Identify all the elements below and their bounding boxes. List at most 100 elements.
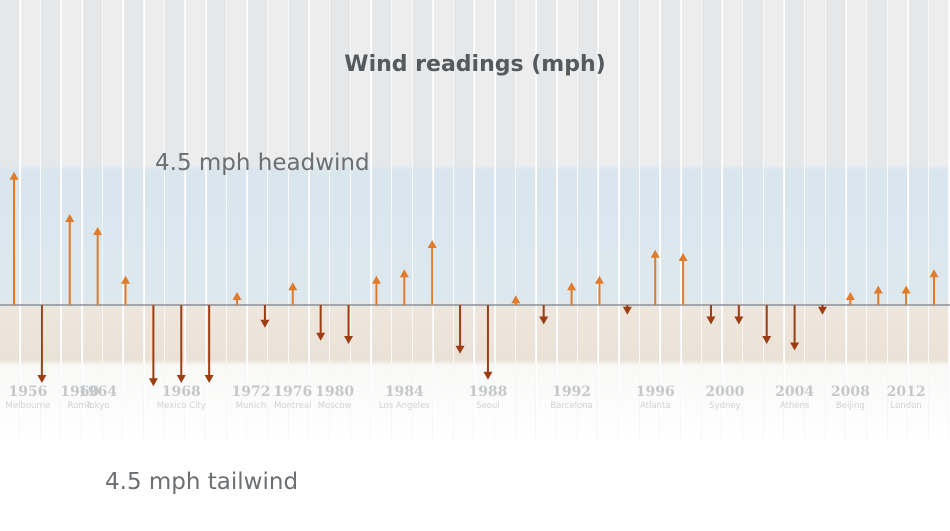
- photo-strip: [351, 0, 372, 440]
- photo-strip: [413, 0, 434, 440]
- photo-strip: [826, 0, 847, 440]
- photo-strip: [41, 0, 62, 440]
- photo-strip: [227, 0, 248, 440]
- game-year-label: 1988: [468, 384, 508, 400]
- photo-strip: [392, 0, 413, 440]
- photo-strip: [185, 0, 206, 440]
- chart-title: Wind readings (mph): [344, 52, 606, 77]
- headwind-reference-label: 4.5 mph headwind: [155, 150, 370, 176]
- photo-strip: [516, 0, 537, 440]
- tailwind-arrow: [817, 305, 827, 315]
- headwind-arrow: [232, 292, 242, 305]
- game-year-label: 2004: [775, 384, 815, 400]
- game-year-label: 2012: [886, 384, 926, 400]
- photo-strip: [640, 0, 661, 440]
- tailwind-arrow: [260, 305, 270, 328]
- game-city-label: Mexico City: [156, 401, 206, 411]
- game-city-label: Sydney: [709, 401, 741, 411]
- photo-strip: [867, 0, 888, 440]
- headwind-arrow: [873, 285, 883, 305]
- game-city-label: Barcelona: [550, 401, 593, 411]
- photo-strip: [20, 0, 41, 440]
- headwind-arrow: [65, 214, 75, 305]
- photo-strip: [536, 0, 558, 440]
- headwind-arrow: [121, 275, 131, 305]
- game-year-label: 1992: [552, 384, 592, 400]
- headwind-arrow: [901, 285, 911, 305]
- tailwind-arrow: [176, 305, 186, 383]
- game-year-label: 1980: [315, 384, 355, 400]
- tailwind-arrow: [622, 305, 632, 315]
- headwind-arrow: [594, 275, 604, 305]
- photo-strip: [289, 0, 310, 440]
- game-city-label: Tokyo: [85, 401, 110, 411]
- photo-strip: [82, 0, 103, 440]
- photo-strip: [0, 0, 21, 440]
- tailwind-arrow: [762, 305, 772, 344]
- photo-strip: [330, 0, 351, 440]
- photo-strip: [123, 0, 145, 440]
- tailwind-arrow: [37, 305, 47, 383]
- tailwind-arrow: [706, 305, 716, 325]
- tailwind-arrow: [316, 305, 326, 341]
- game-city-label: Seoul: [476, 401, 500, 411]
- photo-strip: [268, 0, 289, 440]
- game-city-label: Munich: [235, 401, 267, 411]
- game-city-label: Moscow: [317, 401, 352, 411]
- game-city-label: Beijing: [835, 401, 865, 411]
- photo-strip: [206, 0, 227, 440]
- game-year-label: 1960: [60, 384, 100, 400]
- game-city-label: Los Angeles: [378, 401, 430, 411]
- photo-strip: [495, 0, 516, 440]
- photo-strip: [619, 0, 640, 440]
- photo-strip: [557, 0, 578, 440]
- game-city-label: Montreal: [274, 401, 312, 411]
- game-city-label: Athens: [779, 401, 810, 411]
- game-year-label: 2008: [830, 384, 870, 400]
- tailwind-arrow: [734, 305, 744, 325]
- tailwind-arrow: [790, 305, 800, 351]
- headwind-arrow: [399, 269, 409, 305]
- photo-strip: [743, 0, 764, 440]
- photo-strip: [908, 0, 929, 440]
- game-year-label: 1964: [78, 384, 118, 400]
- headwind-arrow: [371, 275, 381, 305]
- photo-strip: [764, 0, 785, 440]
- game-year-label: 2000: [705, 384, 745, 400]
- tailwind-arrow: [344, 305, 354, 344]
- headwind-arrow: [427, 240, 437, 305]
- photo-strip: [371, 0, 392, 440]
- headwind-arrow: [511, 295, 521, 305]
- game-city-label: London: [890, 401, 922, 411]
- tailwind-arrow: [204, 305, 214, 383]
- photo-strip: [144, 0, 165, 440]
- photo-strip: [433, 0, 454, 440]
- game-year-label: 1968: [161, 384, 201, 400]
- game-year-label: 1976: [273, 384, 313, 400]
- headwind-arrow: [93, 227, 103, 305]
- photo-strip: [681, 0, 702, 440]
- headwind-arrow: [929, 269, 939, 305]
- headwind-arrow: [567, 282, 577, 305]
- game-year-label: 1996: [635, 384, 675, 400]
- game-year-label: 1956: [8, 384, 48, 400]
- photo-strip: [784, 0, 805, 440]
- game-year-label: 1972: [231, 384, 271, 400]
- photo-strip: [660, 0, 681, 440]
- tailwind-reference-label: 4.5 mph tailwind: [105, 469, 299, 495]
- photo-strip: [598, 0, 620, 440]
- headwind-arrow: [288, 282, 298, 305]
- game-city-label: Melbourne: [5, 401, 51, 411]
- headwind-arrow: [845, 292, 855, 305]
- photo-strip: [805, 0, 826, 440]
- headwind-arrow: [678, 253, 688, 305]
- headwind-arrow: [650, 249, 660, 305]
- photo-strip: [929, 0, 950, 440]
- photo-strip: [309, 0, 330, 440]
- headwind-arrow: [9, 171, 19, 305]
- photo-strip: [475, 0, 496, 440]
- photo-strip: [846, 0, 867, 440]
- tailwind-arrow: [483, 305, 493, 380]
- game-city-label: Atlanta: [639, 401, 671, 411]
